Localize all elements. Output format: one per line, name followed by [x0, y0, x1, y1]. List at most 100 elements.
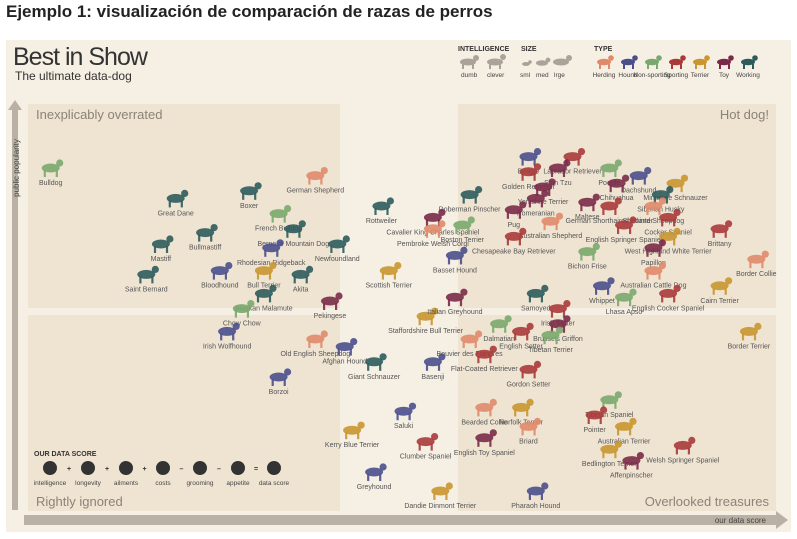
- dog-marker: [291, 265, 314, 284]
- longevity-icon: [81, 461, 95, 475]
- dog-marker: [710, 277, 733, 295]
- dog-marker: [254, 284, 277, 303]
- dog-marker: [519, 148, 542, 166]
- dog-label: Brussels Griffon: [533, 336, 583, 343]
- dog-marker: [416, 307, 439, 326]
- dog-marker: [526, 284, 549, 303]
- dog-label: Cairn Terrier: [700, 298, 739, 305]
- legend-intelligence-clever: clever: [487, 72, 505, 79]
- costs-icon: [156, 461, 170, 475]
- dog-label: Brittany: [708, 241, 732, 248]
- score-item-ailments: ailments: [114, 480, 139, 487]
- dog-marker: [526, 189, 549, 208]
- dog-label: Shih Tzu: [544, 180, 572, 187]
- dog-marker: [644, 239, 666, 257]
- dog-marker: [739, 322, 762, 341]
- dog-marker: [328, 235, 350, 253]
- small-dog-icon: [522, 60, 532, 66]
- dog-label: Saint Bernard: [125, 286, 168, 293]
- legend-type-terrier: Terrier: [691, 72, 710, 79]
- dog-label: English Springer Spaniel: [586, 237, 663, 244]
- quadrant-bottom-right-panel: [458, 315, 776, 511]
- dog-marker: [519, 163, 542, 181]
- dog-label: Bloodhound: [201, 283, 238, 290]
- y-axis-arrow: [8, 100, 22, 510]
- legend-type-non-sporting: Non-sporting: [633, 72, 671, 79]
- legend-type-hound: Hound: [618, 72, 638, 79]
- legend-size-lrge: lrge: [554, 72, 565, 79]
- dog-marker: [372, 197, 394, 215]
- dog-label: English Setter: [499, 343, 543, 350]
- dog-label: Samoyed: [521, 305, 551, 312]
- dog-marker: [431, 482, 453, 500]
- dog-label: Bulldog: [39, 180, 62, 187]
- dog-marker: [548, 315, 571, 333]
- dog-label: Pembroke Welsh Corgi: [397, 241, 469, 248]
- score-operator: +: [142, 466, 146, 473]
- dog-marker: [232, 300, 255, 318]
- dog-marker: [512, 322, 534, 341]
- legend-size-med: med: [536, 72, 549, 79]
- dog-marker: [600, 440, 622, 459]
- legend-size-sml: sml: [520, 72, 531, 79]
- legend-type-toy: Toy: [719, 72, 730, 79]
- dog-marker: [137, 265, 159, 284]
- appetite-icon: [231, 461, 245, 475]
- page-heading: Ejemplo 1: visualización de comparación …: [6, 2, 493, 21]
- dog-label: English Toy Spaniel: [454, 450, 515, 457]
- dog-label: West Highland White Terrier: [625, 248, 713, 255]
- dog-marker: [526, 482, 549, 500]
- dog-label: Irish Wolfhound: [203, 343, 252, 350]
- score-operator: =: [254, 466, 258, 473]
- dog-marker: [644, 262, 666, 280]
- dog-marker: [622, 452, 644, 470]
- dog-marker: [306, 330, 328, 348]
- dog-marker: [218, 322, 240, 341]
- x-axis-label: our data score: [715, 516, 767, 525]
- dog-label: Boxer: [240, 203, 259, 210]
- ailments-icon: [119, 461, 133, 475]
- dog-label: German Shorthaired Pointer: [566, 218, 654, 225]
- dog-marker: [607, 174, 630, 193]
- score-operator: +: [105, 466, 109, 473]
- dog-marker: [615, 216, 637, 234]
- dog-label: Great Dane: [158, 210, 194, 217]
- dog-marker: [445, 246, 468, 265]
- dog-label: Labrador Retriever: [543, 169, 602, 176]
- dog-label: Bedlington Terrier: [582, 461, 637, 468]
- dog-marker: [541, 212, 564, 231]
- dog-label: Bullmastiff: [189, 245, 221, 252]
- score-operator: –: [180, 466, 184, 473]
- dog-label: Affenpinscher: [610, 473, 653, 480]
- legend-size-label: SIZE: [521, 46, 537, 53]
- score-box-title: OUR DATA SCORE: [34, 451, 97, 458]
- dog-label: Papillon: [641, 260, 666, 267]
- dog-label: Bearded Collie: [461, 419, 507, 426]
- dog-label: Border Collie: [736, 271, 777, 278]
- dog-label: Borzoi: [269, 389, 289, 396]
- dog-label: Greyhound: [357, 484, 392, 491]
- dog-marker: [615, 288, 637, 307]
- dog-marker: [534, 178, 556, 196]
- dog-marker: [306, 167, 328, 185]
- dog-label: Bull Terrier: [247, 283, 281, 290]
- dog-label: Basset Hound: [433, 267, 477, 274]
- quadrant-label-bottom-right: Overlooked treasures: [645, 494, 770, 509]
- legend-type-working: Working: [736, 72, 760, 79]
- legend-type-hound-dog-icon: [621, 55, 638, 69]
- dog-label: Basenji: [421, 374, 444, 381]
- dog-marker: [269, 368, 292, 386]
- legend-type-sporting: Sporting: [664, 72, 689, 79]
- dog-label: French Bulldog: [255, 226, 302, 233]
- quadrant-label-bottom-left: Rightly ignored: [36, 494, 123, 509]
- dog-marker: [600, 197, 622, 215]
- poster-title: Best in Show: [13, 43, 148, 71]
- dog-label: Lhasa Apso: [606, 309, 643, 316]
- dog-label: Maltese: [575, 214, 600, 221]
- dog-marker: [585, 406, 608, 424]
- dog-label: English Cocker Spaniel: [632, 305, 705, 312]
- poster: Best in Show The ultimate data-dog Inexp…: [6, 40, 791, 532]
- dog-marker: [394, 402, 417, 421]
- dog-marker: [445, 288, 468, 307]
- dog-label: Scottish Terrier: [366, 283, 413, 290]
